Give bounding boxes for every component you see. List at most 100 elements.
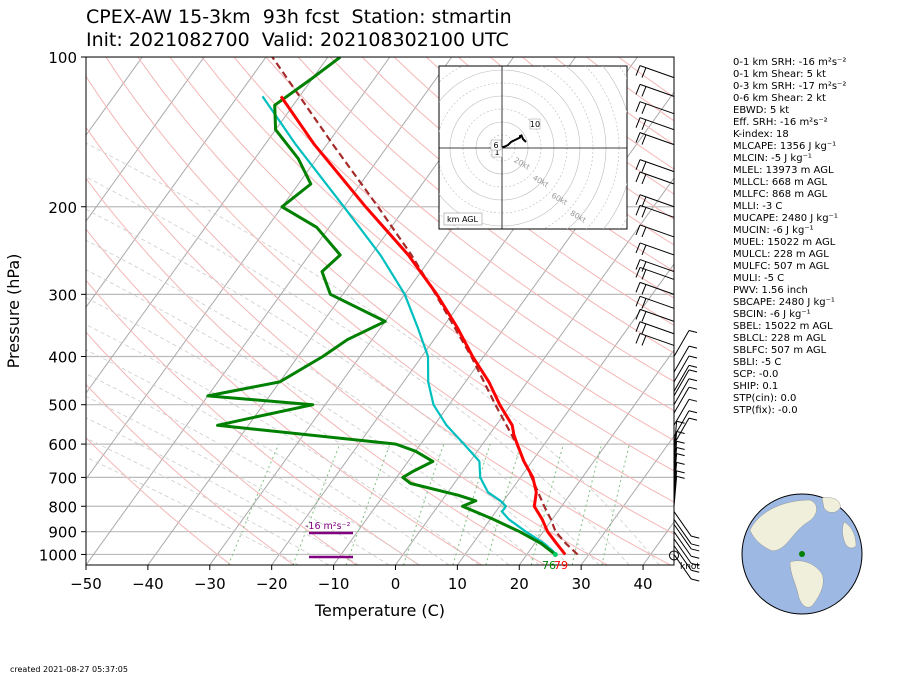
mixing-ratio-line [571, 443, 603, 565]
virtual-temperature-line [261, 95, 558, 556]
dry-adiabat [169, 57, 674, 472]
mixing-ratio-line [530, 443, 564, 565]
wind-barb-flag [688, 355, 698, 359]
moist-adiabat [86, 176, 630, 565]
dry-adiabat [233, 57, 674, 412]
wind-barb-flag [691, 543, 700, 547]
wind-barb-shaft [673, 545, 692, 571]
wind-barb [635, 204, 675, 218]
wind-barb-flag [691, 548, 700, 552]
plot-frame [85, 56, 675, 566]
wind-barb-flag [688, 386, 698, 390]
wind-barb [635, 295, 675, 309]
wind-barb-shaft [673, 355, 690, 383]
wind-barb-flag [688, 364, 698, 368]
mixing-ratio-line [227, 443, 280, 565]
wind-barb [673, 511, 700, 539]
created-timestamp: created 2021-08-27 05:37:05 [10, 665, 128, 674]
parameter-line: SBEL: 15022 m AGL [733, 321, 833, 332]
wind-barb-shaft [639, 83, 675, 97]
wind-barb-shaft [673, 399, 690, 426]
isotherm-line [86, 57, 205, 222]
wind-barb-flag [641, 323, 647, 334]
isotherm-line [518, 349, 674, 565]
moist-adiabat [86, 324, 480, 565]
wind-barb-flag [641, 298, 647, 309]
parameter-line: MLEL: 13973 m AGL [733, 165, 834, 176]
parameter-line: MULCL: 228 m AGL [733, 249, 829, 260]
wind-barb-flag [635, 259, 641, 270]
wind-barb-shaft [639, 117, 675, 131]
wind-barb-flag [635, 171, 641, 183]
moist-adiabat [86, 239, 570, 565]
wind-barb [673, 524, 700, 552]
wind-barb [673, 330, 698, 357]
wind-barb-flag [635, 267, 641, 278]
parameter-line: SBLFC: 507 m AGL [733, 345, 827, 356]
wind-barb-flag [641, 196, 647, 207]
wind-barb-shaft [639, 308, 675, 322]
parameter-line: EBWD: 5 kt [733, 105, 790, 116]
parcel-profile-line [271, 57, 579, 556]
north-america-land [749, 499, 817, 551]
parameter-line: K-index: 18 [733, 129, 789, 140]
wind-barb-flag [676, 470, 685, 474]
wind-barb-shaft [673, 462, 678, 493]
y-tick-label: 200 [48, 199, 77, 217]
wind-barb-shaft [639, 132, 675, 146]
wind-barb [635, 224, 675, 238]
calm-wind-circle [669, 550, 679, 561]
wind-barb [673, 470, 685, 501]
wind-barb-flag [641, 261, 647, 272]
dry-adiabat [86, 75, 671, 565]
wind-barb [635, 332, 675, 346]
wind-barb-flag [688, 417, 698, 421]
wind-barb-flag [691, 535, 700, 539]
wind-barb-flag [641, 173, 647, 185]
greenland-land [821, 497, 841, 513]
wind-barb [635, 308, 675, 322]
wind-barb-flag [691, 562, 700, 566]
wind-barb-flag [641, 311, 647, 322]
dry-adiabat [297, 57, 674, 354]
x-tick-label: 20 [510, 575, 529, 593]
wind-barb-shaft [639, 266, 675, 280]
wind-barb-flag [635, 296, 641, 307]
wind-barb-flag [641, 284, 647, 295]
parameters-panel: 0-1 km SRH: -16 m²s⁻² 0-1 km Shear: 5 kt 0… [733, 57, 846, 417]
hodograph-height-label: 1 [494, 148, 499, 157]
wind-barb [673, 398, 698, 426]
parameter-line: SHIP: 0.1 [733, 381, 779, 392]
wind-barb [673, 417, 698, 445]
mixing-ratio-line [452, 443, 491, 565]
x-tick-label: −20 [256, 575, 288, 593]
y-tick-label: 100 [48, 49, 77, 67]
wind-barb-flag [635, 117, 641, 128]
wind-barb-shaft [673, 519, 692, 545]
wind-barb-flag [635, 224, 641, 236]
parameter-line: SBCIN: -6 J kg⁻¹ [733, 309, 811, 320]
wind-barb-shaft [673, 369, 690, 397]
wind-barb-flag [676, 461, 685, 465]
wind-barb-flag [641, 86, 647, 97]
wind-barb-shaft [673, 447, 678, 478]
wind-barb-flag [688, 369, 698, 373]
wind-barb-shaft [673, 410, 690, 438]
isotherm-line [580, 435, 674, 565]
wind-barb [673, 554, 700, 582]
wind-barb-flag [688, 410, 698, 414]
wind-barb-flag [676, 453, 685, 457]
wind-barb-shaft [639, 332, 675, 346]
dry-adiabat [361, 57, 674, 299]
wind-barb-shaft [673, 431, 678, 462]
hodograph-unit-label: km AGL [447, 215, 479, 224]
wind-barb [635, 194, 675, 208]
wind-barb [635, 65, 675, 79]
x-tick-label: −40 [132, 575, 164, 593]
wind-barb-shaft [639, 295, 675, 309]
parameter-line: PWV: 1.56 inch [733, 285, 808, 296]
dry-adiabat [105, 57, 674, 535]
x-tick-label: −30 [194, 575, 226, 593]
moist-adiabat [86, 437, 329, 565]
parameter-line: STP(fix): -0.0 [733, 405, 798, 416]
